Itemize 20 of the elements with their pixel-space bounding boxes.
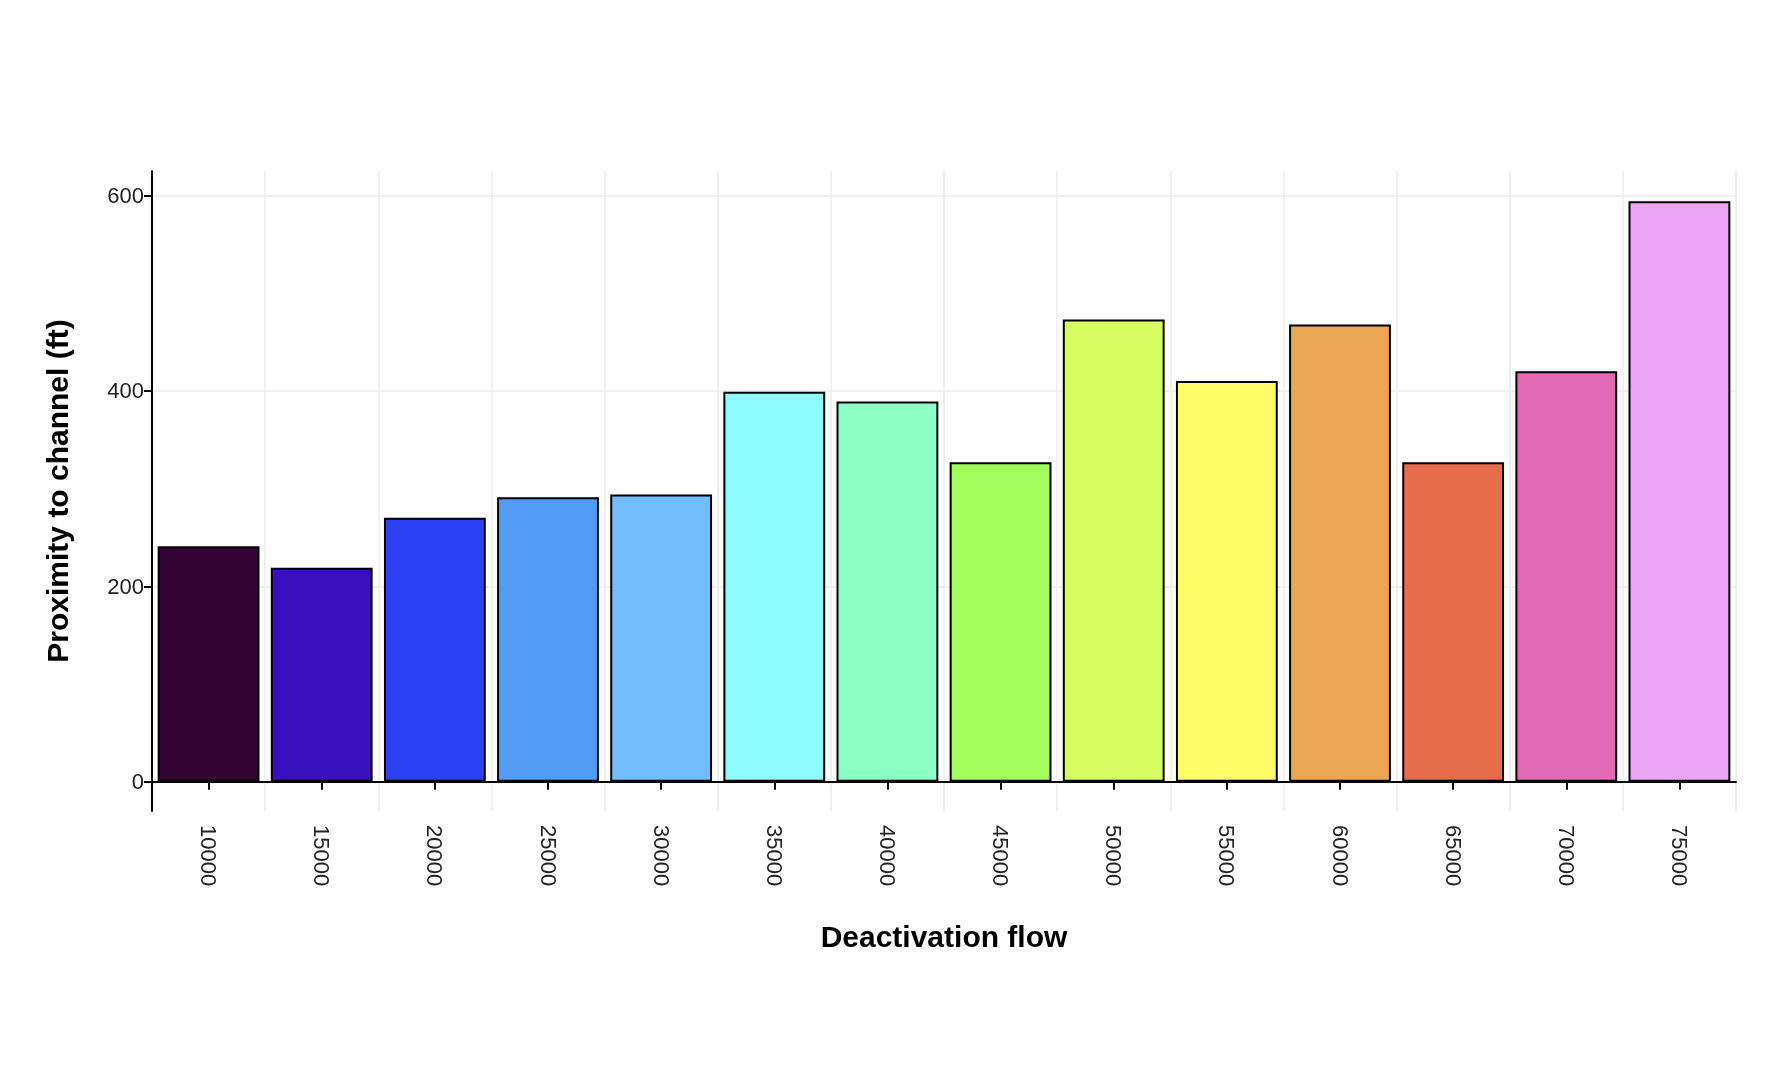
x-tick-label: 55000 xyxy=(1214,825,1240,887)
x-tick-label: 75000 xyxy=(1666,825,1692,887)
x-tick-label: 20000 xyxy=(422,825,448,887)
x-tick-label: 15000 xyxy=(309,825,335,887)
x-tick-label: 50000 xyxy=(1101,825,1127,887)
x-tick-label: 45000 xyxy=(988,825,1014,887)
y-axis-title: Proximity to channel (ft) xyxy=(40,319,74,663)
y-tick-label: 400 xyxy=(107,378,144,404)
x-axis-title: Deactivation flow xyxy=(820,919,1069,953)
x-tick-label: 25000 xyxy=(535,825,561,887)
x-tick-label: 30000 xyxy=(648,825,674,887)
x-tick-label: 60000 xyxy=(1327,825,1353,887)
x-tick-label: 65000 xyxy=(1440,825,1466,887)
y-tick-label: 200 xyxy=(107,573,144,599)
x-tick-label: 70000 xyxy=(1553,825,1579,887)
y-tick-label: 600 xyxy=(107,182,144,208)
x-tick-label: 35000 xyxy=(761,825,787,887)
x-tick-label: 40000 xyxy=(874,825,900,887)
y-tick-label: 0 xyxy=(131,769,144,795)
x-tick-label: 10000 xyxy=(196,825,222,887)
